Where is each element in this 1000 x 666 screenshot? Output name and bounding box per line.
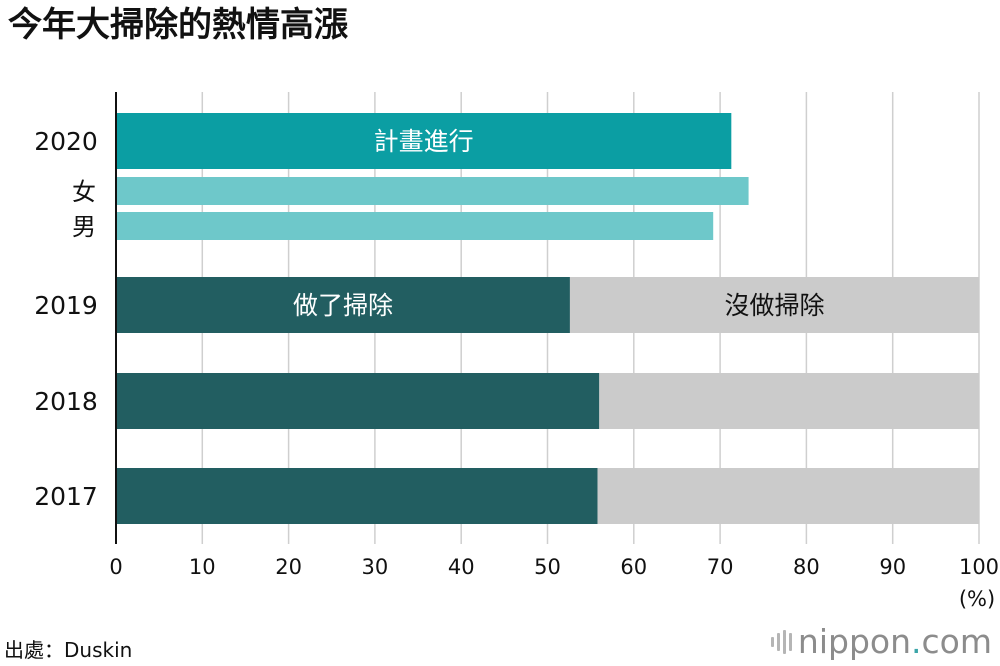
y-category-label: 2017 — [34, 482, 98, 511]
bar-segment — [116, 373, 600, 429]
bar-segment — [599, 373, 979, 429]
x-axis-unit-label: (%) — [959, 587, 995, 611]
x-tick-label: 40 — [448, 555, 475, 579]
bar-segment — [597, 468, 979, 524]
y-category-label: 2018 — [34, 387, 98, 416]
x-tick-label: 80 — [793, 555, 820, 579]
x-tick-label: 0 — [109, 555, 122, 579]
logo-name: nippon — [797, 622, 912, 661]
source-note: 出處：Duskin — [4, 638, 133, 662]
y-category-label: 男 — [72, 213, 96, 241]
bar-segment — [116, 113, 732, 169]
bar-segment-label: 沒做掃除 — [724, 291, 824, 320]
x-tick-label: 10 — [189, 555, 216, 579]
chart-title: 今年大掃除的熱情高漲 — [8, 5, 348, 45]
bar-segment — [116, 277, 570, 333]
x-tick-label: 30 — [362, 555, 389, 579]
y-category-label: 女 — [72, 178, 96, 206]
bar-segment — [116, 177, 749, 205]
bar-segment — [116, 468, 598, 524]
y-category-label: 2020 — [34, 127, 98, 156]
bar-segment-label: 計畫進行 — [374, 127, 474, 156]
x-tick-label: 60 — [620, 555, 647, 579]
logo-suffix: com — [921, 622, 992, 661]
x-tick-label: 20 — [275, 555, 302, 579]
bar-segment-label: 做了掃除 — [293, 291, 393, 320]
x-tick-label: 70 — [707, 555, 734, 579]
y-category-label: 2019 — [34, 291, 98, 320]
bars — [116, 113, 979, 524]
brand-logo: nippon. com — [770, 622, 992, 662]
bar-segment — [116, 212, 714, 240]
bar-segment — [569, 277, 979, 333]
x-tick-label: 50 — [534, 555, 561, 579]
x-tick-label: 100 — [959, 555, 999, 579]
x-tick-label: 90 — [879, 555, 906, 579]
logo-mark-icon — [770, 629, 792, 655]
logo-dot: . — [911, 622, 922, 661]
